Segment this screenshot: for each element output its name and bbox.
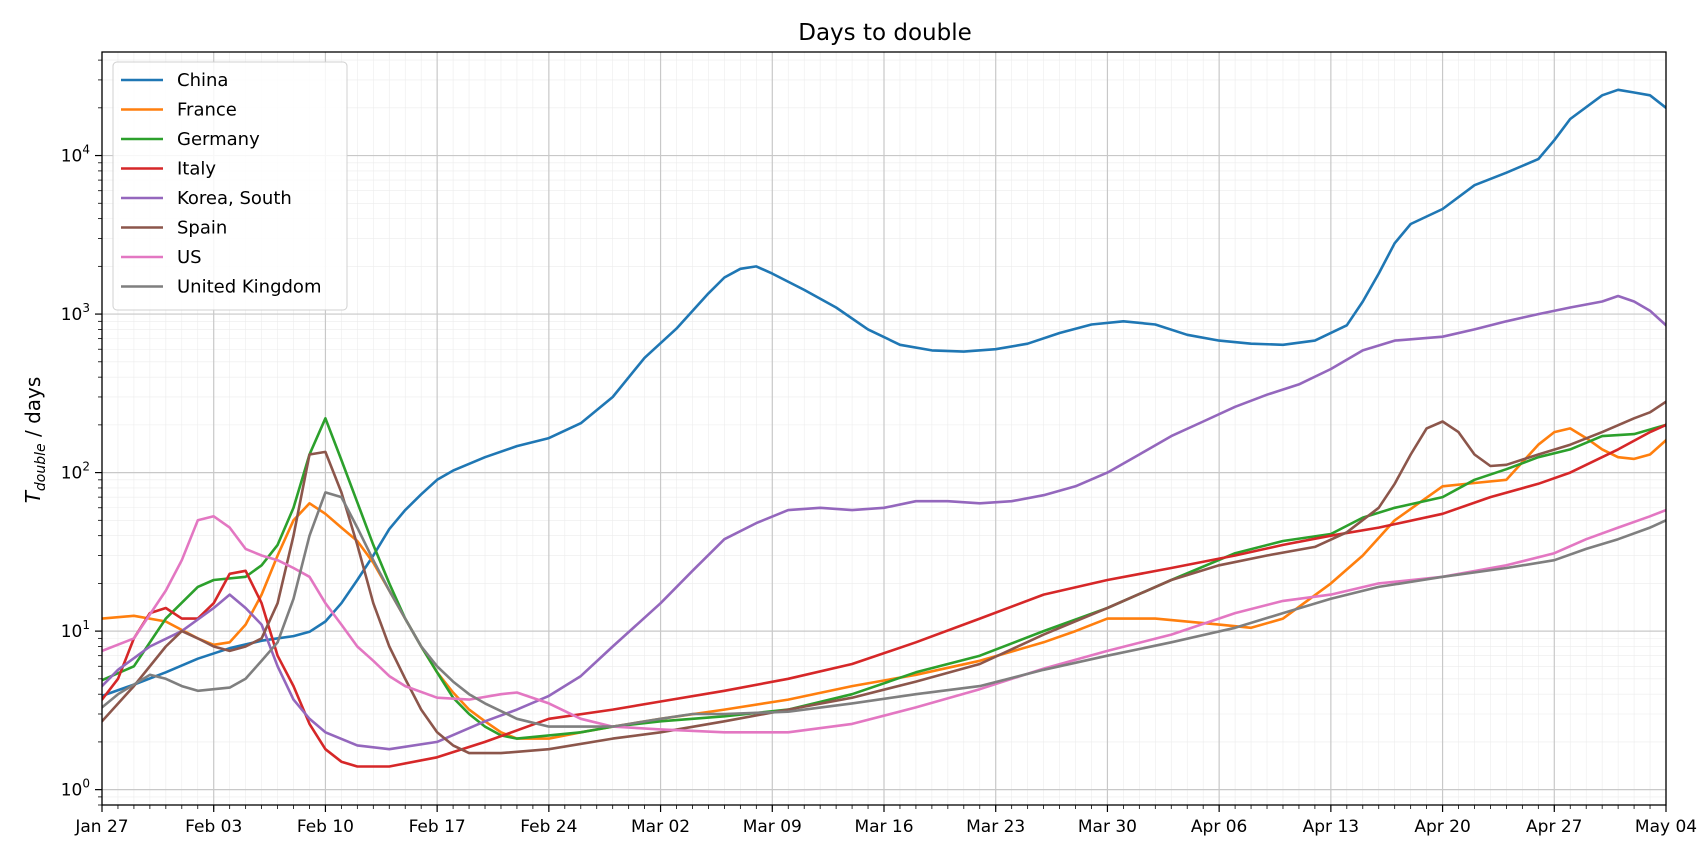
x-tick-label: May 04 (1635, 817, 1697, 837)
x-tick-label: Mar 23 (966, 817, 1025, 837)
legend-label-united-kingdom: United Kingdom (177, 277, 321, 298)
legend-label-china: China (177, 70, 228, 91)
y-label-main: T (21, 489, 45, 503)
x-tick-label: Feb 03 (185, 817, 242, 837)
series-line-italy (102, 422, 1666, 768)
series-layer (102, 88, 1666, 768)
x-tick-label: Apr 27 (1526, 817, 1582, 837)
legend-label-france: France (177, 100, 237, 121)
x-tick-label: Mar 02 (631, 817, 690, 837)
series-line-korea-south (102, 294, 1666, 751)
x-tick-label: Apr 06 (1191, 817, 1247, 837)
y-label-sub: double (33, 443, 49, 491)
x-tick-label: Jan 27 (74, 817, 128, 837)
legend-label-italy: Italy (177, 159, 216, 180)
legend-label-germany: Germany (177, 129, 260, 150)
legend-label-us: US (177, 247, 202, 268)
legend: China France Germany Italy Korea, South Spain… (112, 61, 348, 311)
x-tick-label: Feb 17 (409, 817, 466, 837)
y-tick-label: 103 (61, 301, 90, 325)
y-axis: 100 101 102 103 104 (61, 59, 102, 806)
series-line-germany (102, 416, 1666, 740)
x-tick-label: Mar 30 (1078, 817, 1137, 837)
x-tick-label: Apr 20 (1414, 817, 1470, 837)
x-tick-label: Apr 13 (1303, 817, 1359, 837)
y-axis-label: Tdouble / days (21, 377, 49, 504)
legend-box (112, 61, 348, 311)
y-tick-label: 101 (61, 618, 90, 642)
x-tick-label: Feb 24 (520, 817, 577, 837)
series-line-united-kingdom (102, 491, 1666, 728)
x-tick-label: Feb 10 (297, 817, 354, 837)
x-tick-label: Mar 16 (854, 817, 913, 837)
x-axis: Jan 27 Feb 03 Feb 10 Feb 17 Feb 24 Mar 02 Mar … (74, 805, 1697, 837)
x-tick-label: Mar 09 (743, 817, 802, 837)
y-tick-label: 104 (61, 143, 90, 167)
legend-label-korea-south: Korea, South (177, 188, 292, 209)
y-tick-label: 100 (61, 777, 90, 801)
major-grid (101, 52, 1667, 805)
series-line-spain (102, 400, 1666, 755)
chart-title: Days to double (798, 20, 972, 46)
series-line-china (102, 88, 1666, 698)
legend-label-spain: Spain (177, 218, 227, 239)
y-label-rest: / days (21, 377, 45, 444)
y-tick-label: 102 (61, 460, 90, 484)
